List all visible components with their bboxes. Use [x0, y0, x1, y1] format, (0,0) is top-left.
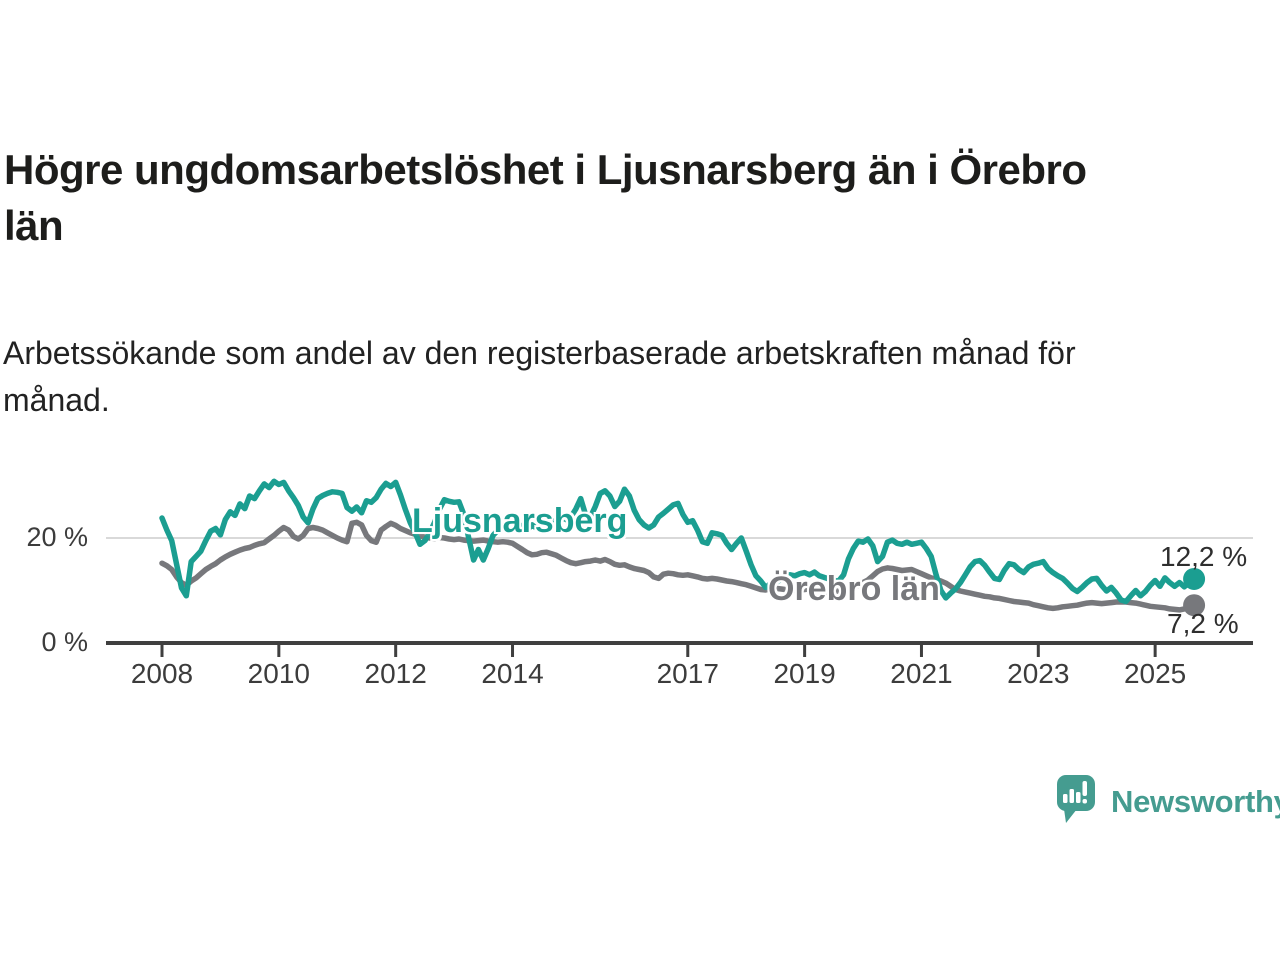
page-title-line1: Högre ungdomsarbetslöshet i Ljusnarsberg… — [4, 146, 1087, 193]
page-title-line2: län — [4, 202, 64, 249]
x-axis-label-2012: 2012 — [364, 658, 427, 689]
end-dot--rebro-l-n — [1183, 594, 1206, 617]
line-ljusnarsberg — [159, 478, 1197, 605]
end-value-label-ljusnarsberg: 12,2 % — [1160, 541, 1248, 572]
x-axis-label-2017: 2017 — [656, 658, 719, 689]
series-label-ljusnarsberg: Ljusnarsberg — [412, 502, 628, 540]
page-title: Högre ungdomsarbetslöshet i Ljusnarsberg… — [4, 142, 1256, 254]
chart-subtitle: Arbetssökande som andel av den registerb… — [3, 330, 1223, 424]
x-axis-label-2010: 2010 — [247, 658, 310, 689]
x-axis-label-2025: 2025 — [1123, 658, 1187, 689]
x-axis-label-2019: 2019 — [773, 658, 836, 689]
x-axis-label-2014: 2014 — [481, 658, 544, 689]
chart-subtitle-line1: Arbetssökande som andel av den registerb… — [3, 335, 1076, 371]
x-axis-label-2021: 2021 — [890, 658, 953, 689]
newsworthy-logo-link[interactable]: Newsworthy — [1056, 774, 1280, 829]
y-axis-label-0: 0 % — [41, 627, 88, 657]
line--rebro-l-n — [159, 519, 1197, 613]
end-value-label-orebro-lan: 7,2 % — [1167, 608, 1239, 639]
end-dot-ljusnarsberg — [1183, 567, 1206, 590]
chart-subtitle-line2: månad. — [3, 382, 110, 418]
y-axis-label-20: 20 % — [26, 522, 88, 552]
x-axis-label-2008: 2008 — [130, 658, 194, 689]
series-label-orebro-lan: Örebro län — [768, 570, 940, 608]
newsworthy-wordmark: Newsworthy — [1111, 783, 1280, 819]
newsworthy-speech-bubble-bar-chart-icon — [1056, 774, 1098, 829]
x-axis-label-2023: 2023 — [1007, 658, 1070, 689]
